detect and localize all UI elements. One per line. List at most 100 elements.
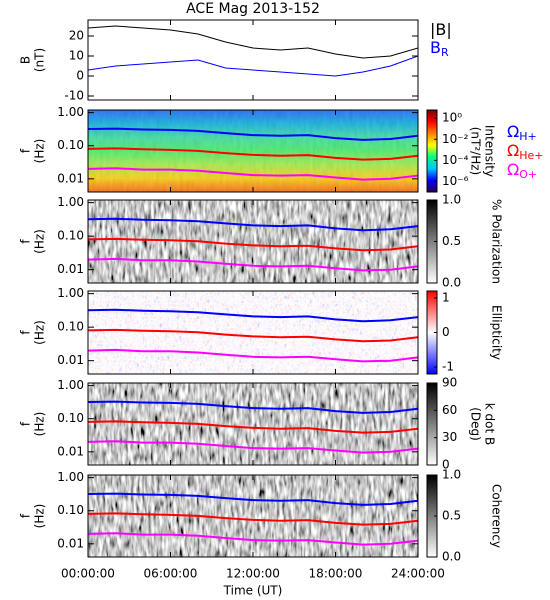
- y-label: f: [19, 421, 33, 426]
- legend-subscript: H+: [519, 130, 537, 143]
- y-tick-label: 20: [69, 29, 84, 43]
- legend-entry: |B|: [430, 20, 452, 39]
- legend-subscript: R: [441, 46, 449, 59]
- colorbar-tick-label: 10⁰: [442, 111, 462, 125]
- y-tick-label: 0.01: [57, 444, 84, 458]
- series-line: [88, 440, 418, 454]
- colorbar-tick-label: 0: [442, 458, 450, 472]
- legend-name: |B|: [430, 20, 452, 39]
- legend-entry: ΩHe+: [507, 141, 544, 163]
- x-label: Time (UT): [223, 584, 283, 598]
- colorbar-tick-label: 30: [442, 430, 457, 444]
- spectrogram-bg: [88, 291, 418, 374]
- y-tick-label: 1.00: [57, 470, 84, 484]
- colorbar-tick-label: 0.0: [442, 550, 461, 564]
- colorbar-tick-label: 1.0: [442, 193, 461, 207]
- legend-name: B: [430, 38, 441, 57]
- colorbar-label: Ellipticity: [490, 305, 504, 360]
- series-line: [88, 127, 418, 141]
- legend-entry: ΩO+: [507, 160, 537, 182]
- y-label: f: [19, 148, 33, 153]
- y-label-unit: (Hz): [33, 229, 47, 254]
- series-line: [88, 257, 418, 272]
- colorbar-tick-label: 1: [442, 290, 450, 304]
- series-line: [88, 217, 418, 232]
- colorbar-tick-label: 0.0: [442, 276, 461, 290]
- spectrogram-bg: [88, 200, 418, 283]
- legend-name: Ω: [507, 122, 519, 141]
- y-label-unit: (Hz): [33, 139, 47, 164]
- colorbar-label: % Polarization: [490, 199, 504, 284]
- legend-entry: BR: [430, 38, 449, 60]
- colorbar-tick-label: 10⁻²: [442, 132, 469, 146]
- y-label-unit: (nT): [33, 48, 47, 72]
- y-label: f: [19, 513, 33, 518]
- x-tick-label: 24:00:00: [391, 567, 445, 581]
- series-line: [88, 400, 418, 414]
- y-tick-label: 0.10: [57, 229, 84, 243]
- y-tick-label: 1.00: [57, 378, 84, 392]
- y-tick-label: 1.00: [57, 105, 84, 119]
- series-line: [88, 512, 418, 526]
- y-tick-label: 0.10: [57, 320, 84, 334]
- y-tick-label: 0.10: [57, 411, 84, 425]
- series-line: [88, 55, 418, 77]
- colorbar-tick-label: 60: [442, 403, 457, 417]
- series-line: [88, 348, 418, 363]
- x-tick-label: 18:00:00: [309, 567, 363, 581]
- colorbar-tick-label: 0: [442, 325, 450, 339]
- y-label: f: [19, 330, 33, 335]
- colorbar-label: Intensity: [483, 125, 497, 177]
- y-label-unit: (Hz): [33, 320, 47, 345]
- colorbar-unit: (nT²/Hz): [469, 127, 483, 175]
- chart-title: ACE Mag 2013-152: [186, 1, 320, 17]
- spectrogram-bg: [88, 475, 418, 557]
- x-tick-label: 00:00:00: [61, 567, 115, 581]
- colorbar-tick-label: 10⁻⁴: [442, 153, 469, 167]
- colorbar-tick-label: 1.0: [442, 468, 461, 482]
- colorbar-tick-label: -1: [442, 360, 454, 374]
- x-tick-label: 06:00:00: [144, 567, 198, 581]
- colorbar-label: k dot B: [483, 403, 497, 445]
- y-tick-label: 10: [69, 49, 84, 63]
- y-tick-label: 0.01: [57, 262, 84, 276]
- y-tick-label: 0.10: [57, 503, 84, 517]
- colorbar-tick-label: 90: [442, 376, 457, 390]
- y-tick-label: 0.01: [57, 353, 84, 367]
- y-label-unit: (Hz): [33, 412, 47, 437]
- y-label: f: [19, 239, 33, 244]
- legend-subscript: O+: [519, 168, 537, 181]
- series-line: [88, 147, 418, 161]
- y-tick-label: 1.00: [57, 286, 84, 300]
- y-tick-label: 1.00: [57, 195, 84, 209]
- x-tick-label: 12:00:00: [226, 567, 280, 581]
- series-line: [88, 328, 418, 343]
- plot-frame: [87, 19, 419, 101]
- y-tick-label: 0.10: [57, 138, 84, 152]
- colorbar: [426, 382, 438, 466]
- legend-name: Ω: [507, 141, 519, 160]
- colorbar-tick-label: 10⁻⁶: [442, 174, 469, 188]
- series-line: [88, 308, 418, 323]
- series-line: [88, 237, 418, 252]
- y-tick-label: 0.01: [57, 171, 84, 185]
- legend-entry: ΩH+: [507, 122, 537, 144]
- legend-subscript: He+: [519, 149, 543, 162]
- legend-name: Ω: [507, 160, 519, 179]
- y-label-unit: (Hz): [33, 504, 47, 529]
- series-line: [88, 25, 418, 59]
- y-tick-label: 0: [76, 69, 84, 83]
- colorbar-tick-label: 0.5: [442, 234, 461, 248]
- series-line: [88, 492, 418, 506]
- series-line: [88, 532, 418, 546]
- colorbar-tick-label: 0.5: [442, 509, 461, 523]
- spectrogram-bg: [88, 383, 418, 465]
- spectrogram-noise: [88, 110, 418, 192]
- colorbar-unit: (Deg): [469, 407, 483, 441]
- y-label: B: [19, 56, 33, 64]
- y-tick-label: -10: [64, 89, 84, 103]
- series-line: [88, 420, 418, 434]
- colorbar-label: Coherency: [490, 484, 504, 548]
- series-line: [88, 167, 418, 181]
